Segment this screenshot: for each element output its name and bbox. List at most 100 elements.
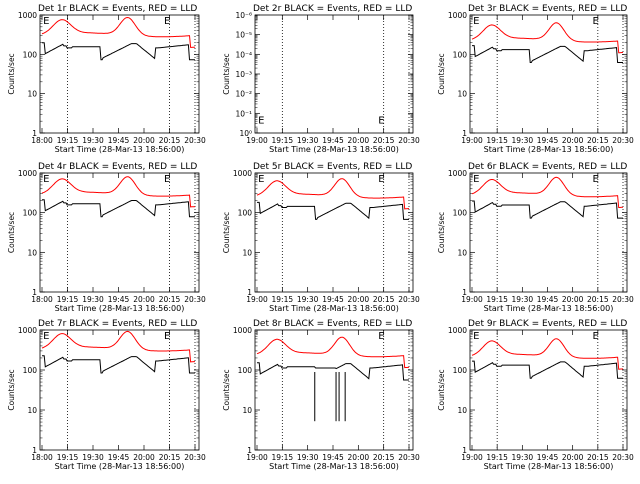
- x-tick-label: 20:15: [373, 295, 395, 304]
- x-axis-label: Start Time (28-Mar-13 18:56:00): [484, 462, 614, 471]
- y-tick-label: 100: [23, 209, 38, 218]
- plot-frame: [254, 172, 414, 293]
- x-tick-label: 19:00: [246, 295, 268, 304]
- e-marker: E: [164, 174, 170, 185]
- e-marker: E: [164, 331, 170, 342]
- x-tick-label: 20:15: [587, 295, 609, 304]
- panel-det-9: Det 9r BLACK = Events, RED = LLD 1 10 100 10…: [437, 319, 634, 471]
- x-axis-label: Start Time (28-Mar-13 18:56:00): [484, 304, 614, 313]
- y-axis-label: Counts/sec: [222, 369, 231, 410]
- x-tick-label: 19:45: [537, 136, 559, 145]
- x-tick-label: 19:15: [57, 136, 79, 145]
- y-tick-label: 100: [453, 366, 468, 375]
- x-tick-label: 19:00: [461, 295, 483, 304]
- panel-det-7: Det 7r BLACK = Events, RED = LLD 1 10 100 10…: [7, 319, 206, 471]
- y-tick-label: 100: [453, 50, 468, 59]
- x-tick-label: 19:45: [108, 136, 130, 145]
- y-tick-label: 10: [457, 248, 467, 257]
- series-lld: [41, 16, 196, 48]
- plot-frame: [39, 172, 200, 293]
- x-axis-label: Start Time (28-Mar-13 18:56:00): [269, 304, 399, 313]
- panel-det-2: Det 2r BLACK = Events, RED = LLD 10⁰ 10⁻¹ 1…: [222, 4, 420, 154]
- y-tick-label: 100: [23, 50, 38, 59]
- y-axis-label: Counts/sec: [437, 369, 446, 410]
- x-axis-label: Start Time (28-Mar-13 18:56:00): [269, 145, 399, 154]
- x-tick-label: 19:30: [297, 295, 319, 304]
- series-lld: [41, 176, 196, 208]
- x-axis-label: Start Time (28-Mar-13 18:56:00): [55, 462, 185, 471]
- x-tick-label: 20:15: [159, 136, 181, 145]
- y-axis-label: Counts/sec: [222, 212, 231, 253]
- x-tick-label: 19:30: [82, 136, 104, 145]
- panel-det-3: Det 3r BLACK = Events, RED = LLD 1 10 100 10…: [437, 4, 634, 154]
- y-tick-label: 10⁻²: [235, 90, 252, 99]
- y-tick-label: 10: [27, 90, 37, 99]
- x-axis-label: Start Time (28-Mar-13 18:56:00): [55, 145, 185, 154]
- x-tick-label: 20:30: [612, 136, 634, 145]
- x-tick-label: 20:30: [184, 136, 206, 145]
- x-tick-label: 19:15: [486, 295, 508, 304]
- y-tick-label: 1: [462, 446, 467, 455]
- y-tick-label: 10⁻³: [235, 70, 252, 79]
- plot-frame: [39, 329, 200, 451]
- x-tick-label: 20:15: [159, 453, 181, 462]
- x-tick-label: 19:45: [322, 453, 344, 462]
- x-tick-label: 20:00: [562, 295, 584, 304]
- series-lld: [471, 338, 624, 370]
- e-marker: E: [378, 331, 384, 342]
- panel-title: Det 7r BLACK = Events, RED = LLD: [38, 319, 197, 329]
- x-tick-label: 20:15: [159, 295, 181, 304]
- x-tick-label: 19:45: [537, 295, 559, 304]
- x-tick-label: 20:15: [373, 453, 395, 462]
- x-tick-label: 18:00: [31, 453, 53, 462]
- series-lld: [471, 176, 624, 208]
- y-tick-label: 100: [23, 366, 38, 375]
- e-marker: E: [473, 16, 479, 27]
- x-tick-label: 19:30: [297, 453, 319, 462]
- x-tick-label: 19:00: [246, 453, 268, 462]
- x-tick-label: 18:00: [31, 136, 53, 145]
- x-tick-label: 19:45: [108, 295, 130, 304]
- x-tick-label: 19:00: [461, 453, 483, 462]
- panel-det-8: Det 8r BLACK = Events, RED = LLD 1 10 100 10…: [222, 319, 420, 471]
- x-axis-label: Start Time (28-Mar-13 18:56:00): [55, 304, 185, 313]
- panel-title: Det 5r BLACK = Events, RED = LLD: [253, 162, 412, 172]
- y-tick-label: 100: [453, 209, 468, 218]
- series-events: [472, 45, 623, 63]
- y-tick-label: 10: [27, 406, 37, 415]
- y-tick-label: 1000: [448, 326, 467, 335]
- y-tick-label: 10⁻⁵: [235, 31, 252, 40]
- x-tick-label: 20:30: [612, 295, 634, 304]
- plot-frame: [254, 14, 414, 134]
- y-tick-label: 10⁻⁶: [235, 11, 252, 20]
- e-marker: E: [43, 16, 49, 27]
- y-tick-label: 1: [247, 446, 252, 455]
- x-tick-label: 19:00: [461, 136, 483, 145]
- plot-frame: [39, 14, 200, 134]
- x-tick-label: 20:00: [348, 453, 370, 462]
- x-tick-label: 20:00: [562, 453, 584, 462]
- x-tick-label: 20:30: [612, 453, 634, 462]
- y-tick-label: 1: [247, 288, 252, 297]
- e-marker: E: [258, 116, 264, 127]
- x-axis-label: Start Time (28-Mar-13 18:56:00): [269, 462, 399, 471]
- series-events: [257, 362, 409, 381]
- x-tick-label: 19:45: [537, 453, 559, 462]
- series-lld: [256, 336, 410, 369]
- x-tick-label: 19:15: [486, 453, 508, 462]
- panel-det-5: Det 5r BLACK = Events, RED = LLD 1 10 100 10…: [222, 162, 420, 313]
- x-tick-label: 20:00: [133, 295, 155, 304]
- series-lld: [41, 330, 195, 363]
- x-tick-label: 20:00: [562, 136, 584, 145]
- y-tick-label: 10: [27, 248, 37, 257]
- x-tick-label: 20:15: [373, 136, 395, 145]
- y-tick-label: 1: [32, 129, 37, 138]
- y-axis-label: Counts/sec: [222, 53, 231, 94]
- plot-frame: [254, 329, 414, 451]
- e-marker: E: [592, 331, 598, 342]
- plot-frame: [469, 329, 628, 451]
- x-tick-label: 19:15: [57, 453, 79, 462]
- plot-frame: [469, 14, 628, 134]
